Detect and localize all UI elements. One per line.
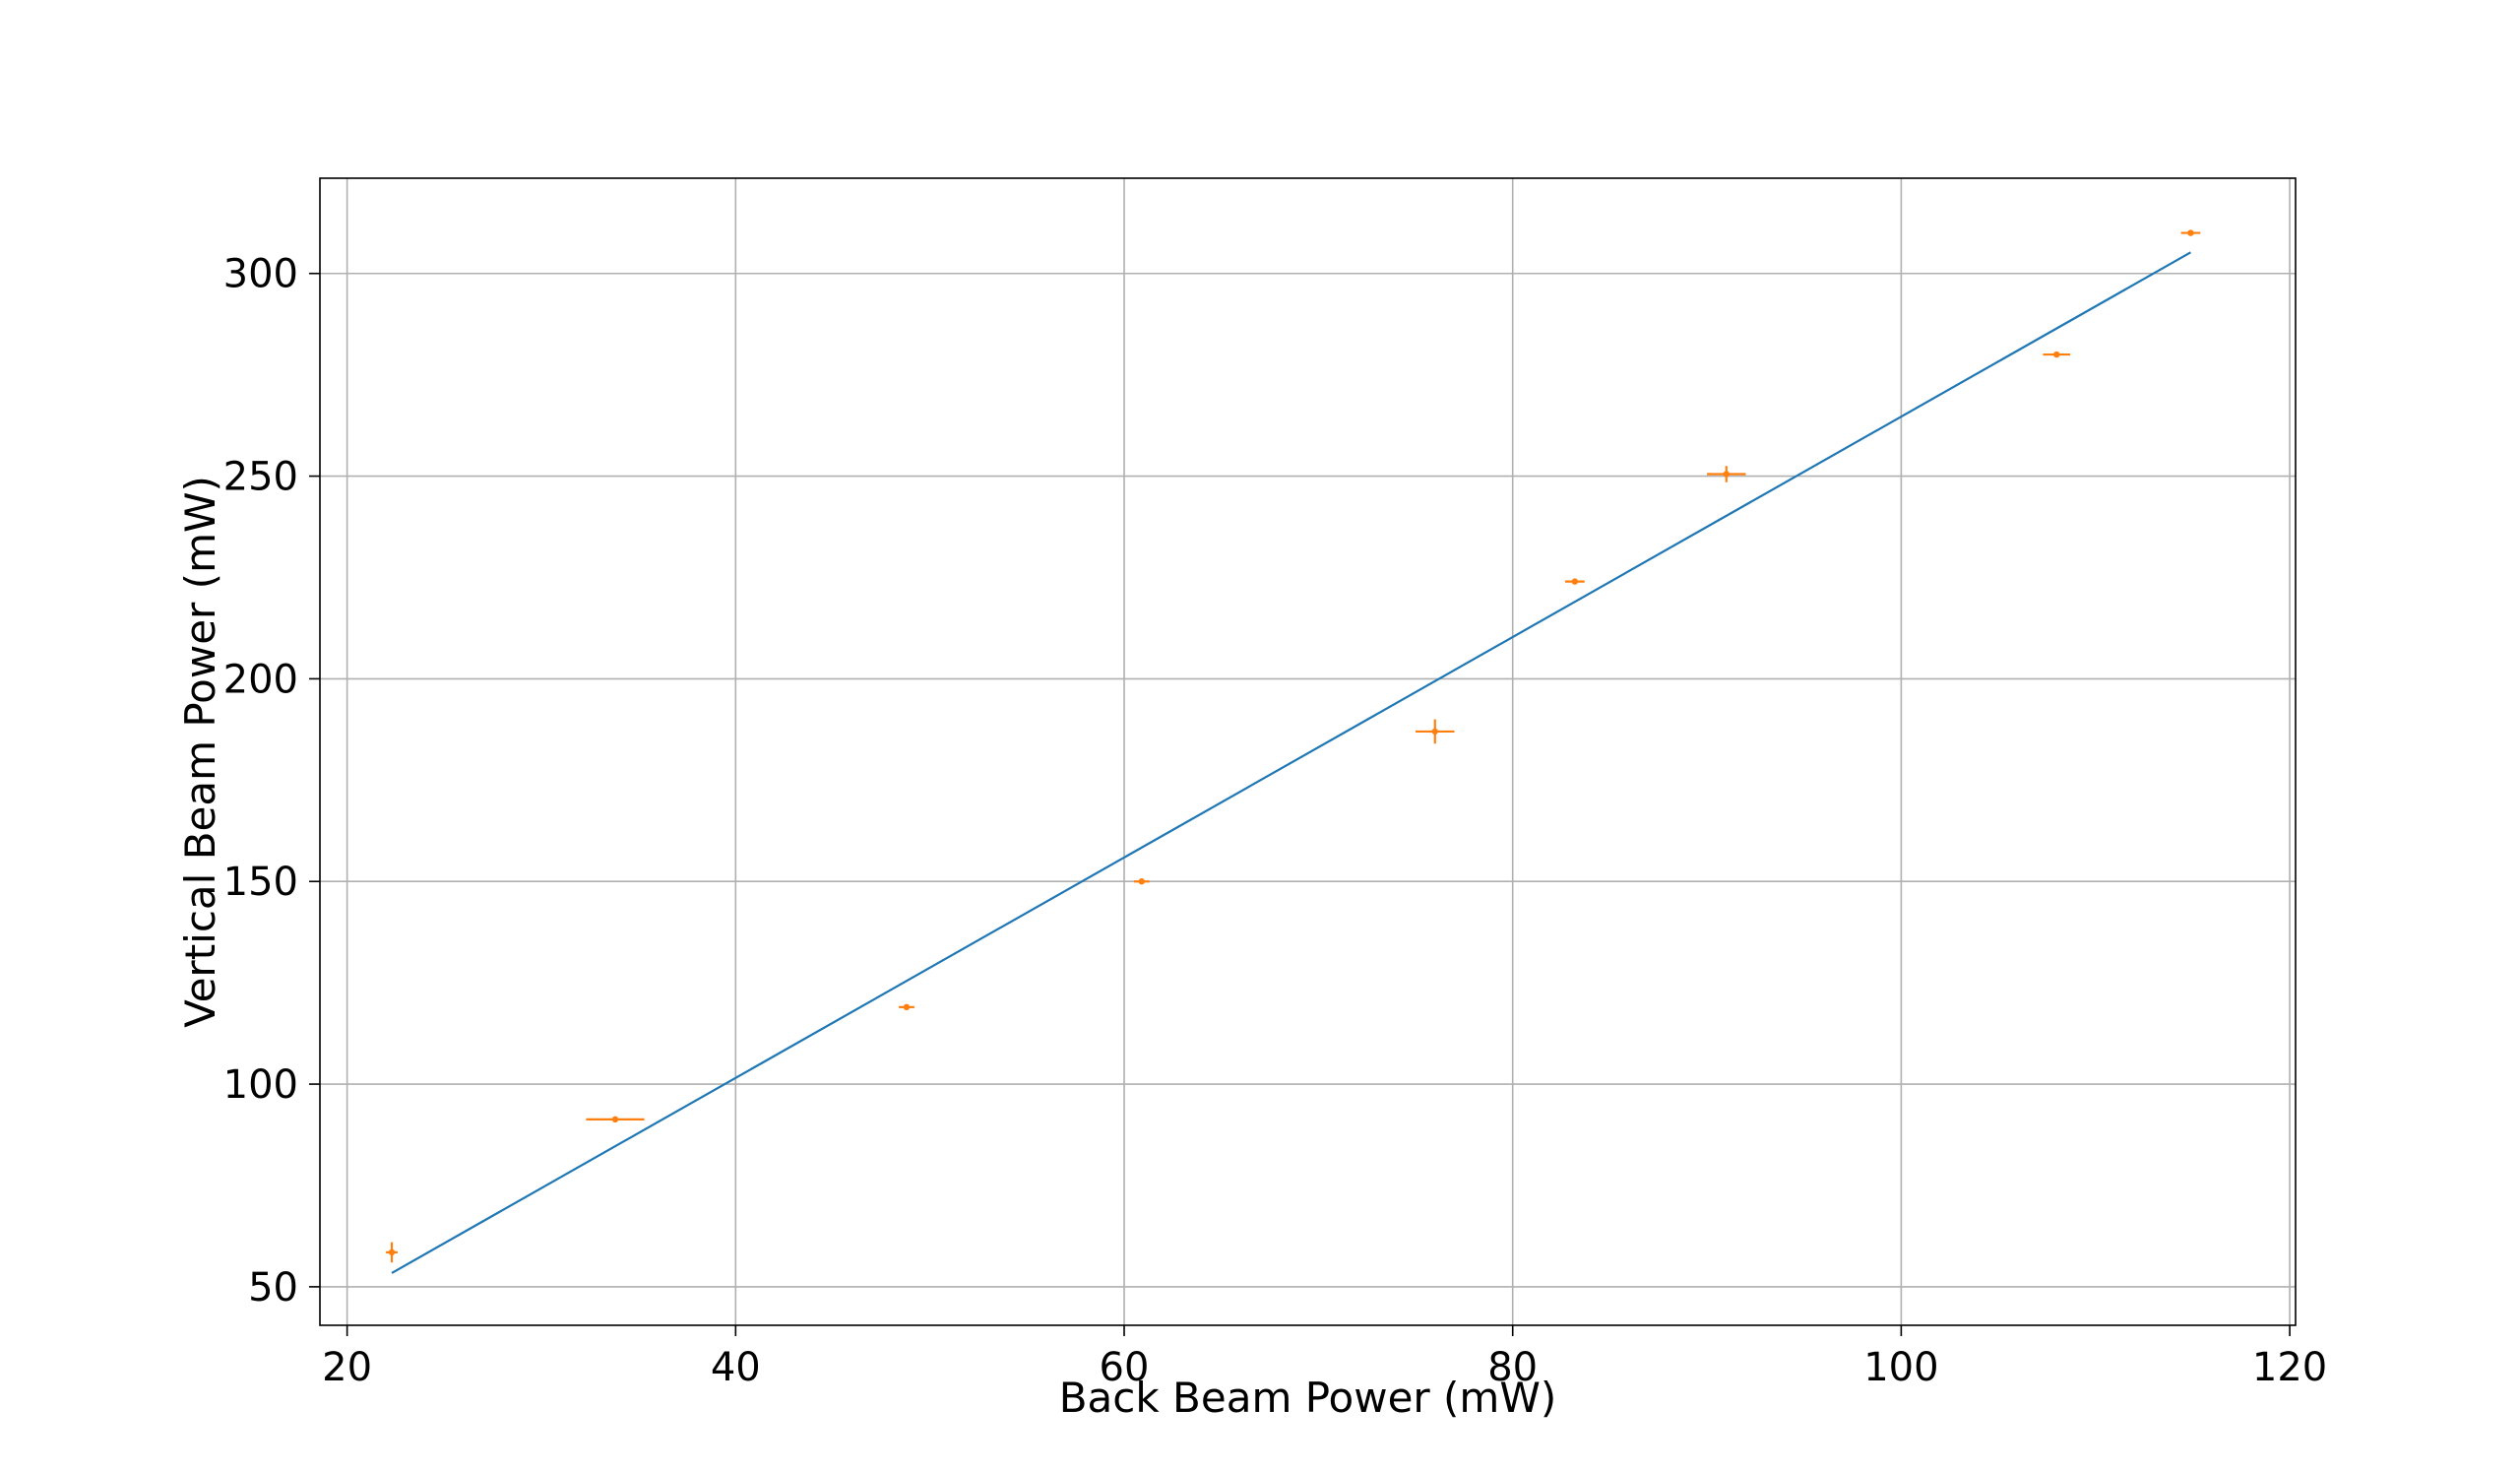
fit-line-layer	[391, 251, 2191, 1274]
data-point	[1133, 878, 1150, 885]
y-tick-label: 250	[223, 455, 298, 500]
data-point	[1564, 578, 1585, 585]
data-point	[1707, 466, 1746, 482]
data-marker	[1571, 578, 1579, 585]
y-tick-label: 300	[223, 252, 298, 297]
data-point	[1416, 719, 1455, 744]
data-point	[386, 1242, 398, 1263]
y-tick-label: 100	[223, 1062, 298, 1108]
data-marker	[1431, 728, 1438, 736]
data-point	[586, 1116, 645, 1123]
axis-ticks: 20 40 60 80 100 120 50 100 150 200 250 300	[223, 252, 2328, 1390]
data-marker	[903, 1003, 911, 1011]
data-marker	[611, 1116, 619, 1123]
x-axis-label: Back Beam Power (mW)	[1059, 1374, 1557, 1422]
data-marker	[2187, 229, 2194, 236]
y-tick-label: 150	[223, 860, 298, 905]
x-tick-label: 60	[1100, 1345, 1150, 1390]
y-tick-label: 200	[223, 657, 298, 702]
data-marker	[1723, 471, 1730, 478]
data-point	[899, 1003, 914, 1011]
x-tick-label: 120	[2252, 1345, 2327, 1390]
data-marker	[2053, 351, 2060, 358]
data-marker	[388, 1248, 396, 1256]
x-tick-label: 20	[322, 1345, 372, 1390]
data-marker	[1138, 878, 1145, 885]
data-points-layer	[386, 229, 2201, 1263]
x-tick-label: 40	[711, 1345, 761, 1390]
data-point	[2180, 229, 2201, 236]
plot-frame	[319, 177, 2297, 1326]
y-tick-label: 50	[248, 1265, 298, 1311]
x-tick-label: 80	[1487, 1345, 1538, 1390]
fit-line	[391, 251, 2191, 1274]
data-point	[2043, 351, 2071, 358]
x-tick-label: 100	[1863, 1345, 1938, 1390]
y-axis-label: Vertical Beam Power (mW)	[176, 476, 224, 1028]
grid	[320, 178, 2296, 1325]
